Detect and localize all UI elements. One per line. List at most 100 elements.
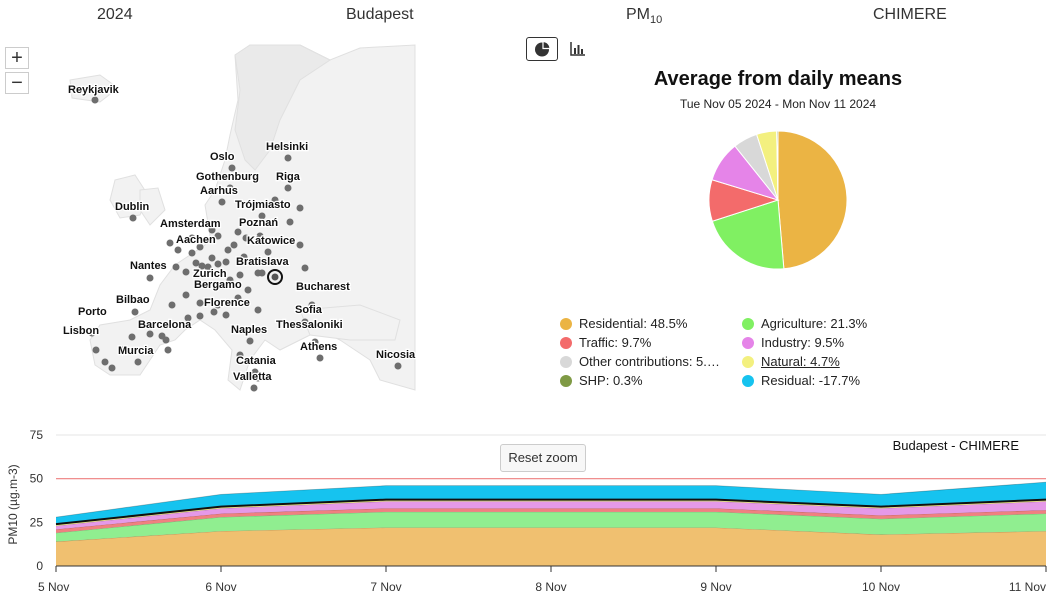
station-dot[interactable]: [266, 258, 274, 266]
bar-view-button[interactable]: [562, 37, 594, 61]
station-dot[interactable]: [91, 96, 99, 104]
station-dot[interactable]: [316, 354, 324, 362]
station-dot[interactable]: [236, 271, 244, 279]
station-dot[interactable]: [234, 294, 242, 302]
legend-item[interactable]: Traffic: 9.7%: [560, 335, 651, 350]
station-dot[interactable]: [246, 337, 254, 345]
area-chart[interactable]: 0 25 50 75 5 Nov 6 Nov 7 Nov 8 Nov 9 Nov 10 Nov 11…: [0, 420, 1061, 604]
station-dot[interactable]: [118, 346, 126, 354]
station-dot[interactable]: [256, 201, 264, 209]
station-dot[interactable]: [208, 226, 216, 234]
model-label: CHIMERE: [873, 6, 947, 23]
station-dot[interactable]: [284, 184, 292, 192]
station-dot[interactable]: [222, 258, 230, 266]
station-dot[interactable]: [244, 286, 252, 294]
area-series-residual[interactable]: [56, 482, 1046, 525]
station-dot[interactable]: [146, 274, 154, 282]
station-dot[interactable]: [129, 214, 137, 222]
station-dot[interactable]: [101, 358, 109, 366]
legend-item[interactable]: Residential: 48.5%: [560, 316, 687, 331]
station-dot[interactable]: [218, 198, 226, 206]
station-dot[interactable]: [164, 346, 172, 354]
station-dot[interactable]: [222, 311, 230, 319]
station-dot[interactable]: [286, 218, 294, 226]
station-dot[interactable]: [108, 364, 116, 372]
station-dot[interactable]: [250, 384, 258, 392]
area-series-residential[interactable]: [56, 527, 1046, 566]
area-series-agriculture[interactable]: [56, 511, 1046, 542]
station-dot[interactable]: [301, 264, 309, 272]
station-dot[interactable]: [258, 212, 266, 220]
station-dot[interactable]: [182, 268, 190, 276]
station-dot[interactable]: [188, 249, 196, 257]
station-dot[interactable]: [172, 263, 180, 271]
station-dot[interactable]: [214, 301, 222, 309]
station-dot[interactable]: [256, 232, 264, 240]
reset-zoom-button[interactable]: Reset zoom: [500, 444, 586, 472]
station-dot[interactable]: [254, 269, 262, 277]
station-dot[interactable]: [228, 164, 236, 172]
station-dot[interactable]: [174, 246, 182, 254]
station-dot[interactable]: [92, 346, 100, 354]
station-dot[interactable]: [226, 276, 234, 284]
station-dot[interactable]: [168, 301, 176, 309]
station-dot[interactable]: [131, 308, 139, 316]
pie-view-button[interactable]: [526, 37, 558, 61]
station-dot[interactable]: [204, 263, 212, 271]
station-dot[interactable]: [251, 368, 259, 376]
station-dot[interactable]: [254, 374, 262, 382]
legend-item[interactable]: Industry: 9.5%: [742, 335, 844, 350]
selected-station-marker[interactable]: [267, 269, 283, 285]
station-dot[interactable]: [184, 314, 192, 322]
station-dot[interactable]: [166, 239, 174, 247]
legend-item[interactable]: Residual: -17.7%: [742, 373, 860, 388]
station-dot[interactable]: [196, 243, 204, 251]
station-dot[interactable]: [236, 351, 244, 359]
station-dot[interactable]: [230, 241, 238, 249]
station-dot[interactable]: [192, 259, 200, 267]
zoom-out-button[interactable]: −: [5, 72, 29, 94]
station-dot[interactable]: [196, 299, 204, 307]
station-dot[interactable]: [271, 196, 279, 204]
station-dot[interactable]: [196, 312, 204, 320]
station-dot[interactable]: [296, 241, 304, 249]
area-series-traffic[interactable]: [56, 508, 1046, 533]
europe-map[interactable]: Reykjavik Helsinki Oslo Gothenburg Riga Aarhu…: [0, 40, 430, 400]
station-dot[interactable]: [88, 329, 96, 337]
station-dot[interactable]: [198, 262, 206, 270]
legend-item[interactable]: Natural: 4.7%: [742, 354, 840, 369]
city-label: Reykjavik: [68, 84, 120, 96]
station-dot[interactable]: [158, 332, 166, 340]
station-dot[interactable]: [128, 333, 136, 341]
pie-slice-agriculture[interactable]: [711, 199, 785, 270]
station-dot[interactable]: [301, 318, 309, 326]
station-dot[interactable]: [188, 234, 196, 242]
station-dot[interactable]: [296, 204, 304, 212]
station-dot[interactable]: [204, 281, 212, 289]
station-dot[interactable]: [311, 338, 319, 346]
legend-item[interactable]: SHP: 0.3%: [560, 373, 643, 388]
station-dot[interactable]: [210, 308, 218, 316]
pie-slice-residential[interactable]: [777, 130, 848, 270]
station-dot[interactable]: [134, 358, 142, 366]
legend-item[interactable]: Agriculture: 21.3%: [742, 316, 867, 331]
pie-slice-shp[interactable]: [776, 130, 779, 201]
station-dot[interactable]: [234, 228, 242, 236]
station-dot[interactable]: [214, 232, 222, 240]
legend-item[interactable]: Other contributions: 5.…: [560, 354, 720, 369]
station-dot[interactable]: [284, 154, 292, 162]
station-dot[interactable]: [224, 246, 232, 254]
station-dot[interactable]: [182, 291, 190, 299]
station-dot[interactable]: [394, 362, 402, 370]
station-dot[interactable]: [240, 253, 248, 261]
area-series-industry[interactable]: [56, 501, 1046, 530]
zoom-in-button[interactable]: +: [5, 47, 29, 69]
station-dot[interactable]: [226, 184, 234, 192]
station-dot[interactable]: [254, 306, 262, 314]
station-dot[interactable]: [308, 301, 316, 309]
station-dot[interactable]: [214, 260, 222, 268]
station-dot[interactable]: [146, 330, 154, 338]
station-dot[interactable]: [264, 248, 272, 256]
station-dot[interactable]: [242, 234, 250, 242]
station-dot[interactable]: [208, 254, 216, 262]
